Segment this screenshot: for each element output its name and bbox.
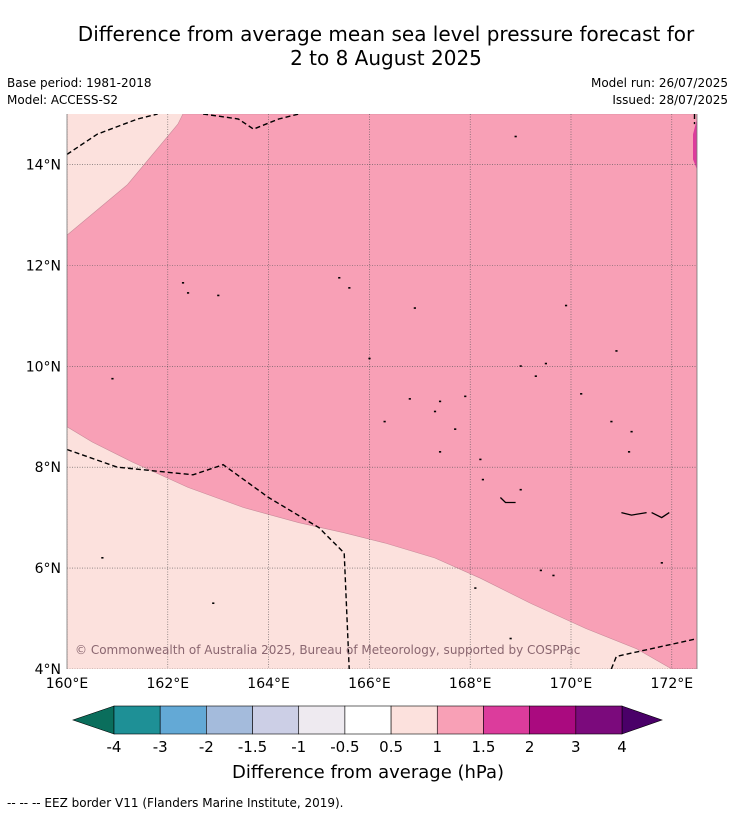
colorbar-segment: [252, 705, 300, 735]
lon-tick-label: 160°E: [46, 676, 89, 692]
lat-tick-label: 8°N: [35, 460, 61, 476]
island: [186, 292, 190, 294]
colorbar-tick-label: -4: [107, 738, 122, 756]
atoll: [651, 512, 670, 519]
island: [610, 420, 613, 423]
title-line-2: 2 to 8 August 2025: [290, 46, 482, 70]
issued-date: Issued: 28/07/2025: [612, 93, 728, 107]
lat-tick-label: 12°N: [26, 258, 61, 274]
island: [348, 287, 351, 289]
colorbar-tick-label: -3: [153, 738, 168, 756]
colorbar-extend-low: [72, 705, 115, 735]
meta-left: Base period: 1981-2018 Model: ACCESS-S2: [7, 75, 152, 109]
colorbar-tick-label: -2: [199, 738, 214, 756]
island: [413, 307, 416, 309]
title-line-1: Difference from average mean sea level p…: [77, 22, 695, 46]
island: [408, 398, 411, 400]
island: [514, 135, 517, 138]
atoll: [499, 497, 516, 504]
field-1-5-to-2: [693, 119, 697, 170]
lat-tick-label: 10°N: [26, 359, 61, 375]
island: [544, 362, 547, 365]
island: [519, 365, 522, 367]
eez-legend-note: -- -- -- EEZ border V11 (Flanders Marine…: [7, 796, 344, 810]
colorbar-tick-label: -0.5: [330, 738, 359, 756]
copyright-text: © Commonwealth of Australia 2025, Bureau…: [75, 643, 580, 657]
island: [481, 478, 484, 481]
colorbar-tick-label: 4: [617, 738, 627, 756]
colorbar-segment: [298, 705, 346, 735]
island: [564, 304, 568, 307]
island: [479, 458, 482, 461]
colorbar-tick-label: -1: [291, 738, 306, 756]
island: [181, 282, 185, 284]
colorbar-label: Difference from average (hPa): [232, 762, 504, 783]
island: [101, 557, 104, 559]
lon-tick-label: 162°E: [147, 676, 190, 692]
colorbar-tick-label: 3: [571, 738, 581, 756]
lon-tick-label: 172°E: [651, 676, 694, 692]
island: [627, 451, 631, 453]
island: [474, 587, 477, 589]
chart-title: Difference from average mean sea level p…: [0, 22, 736, 70]
island: [433, 410, 437, 413]
island: [464, 395, 467, 398]
island: [630, 430, 633, 433]
island: [509, 637, 512, 640]
eez-border: [610, 638, 697, 669]
meta-right: Model run: 26/07/2025 Issued: 28/07/2025: [591, 75, 728, 109]
lon-tick-label: 170°E: [550, 676, 593, 692]
lon-tick-label: 168°E: [449, 676, 492, 692]
lon-tick-label: 166°E: [348, 676, 391, 692]
colorbar-segment: [575, 705, 623, 735]
colorbar-segment: [529, 705, 577, 735]
colorbar-segment: [206, 705, 253, 735]
island: [438, 451, 442, 453]
base-period: Base period: 1981-2018: [7, 76, 152, 90]
colorbar-segment: [159, 705, 207, 735]
eez-border: [67, 448, 350, 669]
model-run: Model run: 26/07/2025: [590, 76, 728, 90]
lat-tick-label: 6°N: [35, 561, 61, 577]
island: [615, 350, 618, 352]
colorbar-tick-label: 1: [432, 738, 442, 756]
eez-border: [67, 114, 158, 155]
model-name: Model: ACCESS-S2: [7, 93, 119, 107]
colorbar-segment: [344, 705, 392, 735]
island: [552, 574, 555, 577]
island: [580, 393, 583, 395]
island: [217, 294, 220, 297]
colorbar-segment: [113, 705, 161, 735]
island: [660, 562, 663, 564]
colorbar-tick-label: 2: [525, 738, 535, 756]
colorbar-segment: [483, 705, 530, 735]
island: [212, 602, 215, 605]
lat-tick-label: 14°N: [26, 157, 61, 173]
colorbar-tick-label: -1.5: [238, 738, 267, 756]
colorbar-segment: [390, 705, 438, 735]
lon-tick-label: 164°E: [247, 676, 290, 692]
island: [383, 420, 386, 423]
island: [338, 276, 341, 279]
island: [454, 428, 457, 430]
island: [368, 357, 371, 360]
island: [438, 400, 442, 403]
colorbar-tick-label: 0.5: [379, 738, 403, 756]
island: [111, 377, 114, 380]
island: [519, 488, 522, 491]
colorbar-segment: [436, 705, 484, 735]
map-area: © Commonwealth of Australia 2025, Bureau…: [67, 114, 697, 669]
lat-tick-label: 4°N: [35, 662, 61, 678]
colorbar-extend-high: [621, 705, 663, 735]
colorbar-tick-label: 1.5: [472, 738, 496, 756]
island: [539, 569, 542, 572]
island: [534, 375, 537, 377]
atoll: [621, 511, 647, 516]
field-1-to-1-5: [67, 114, 697, 669]
